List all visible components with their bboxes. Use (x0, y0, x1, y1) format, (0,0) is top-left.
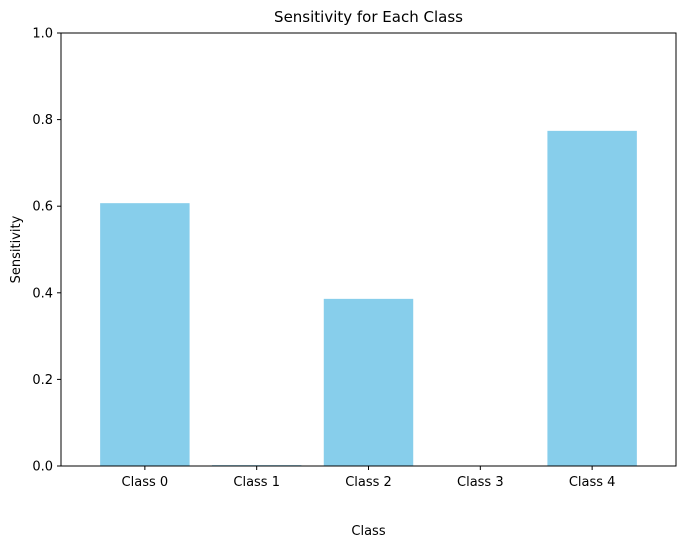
x-tick-label: Class 0 (122, 475, 169, 490)
y-tick-label: 1.0 (32, 27, 53, 42)
x-tick-label: Class 4 (569, 475, 616, 490)
bar-class-2 (323, 298, 414, 466)
x-tick-label: Class 1 (233, 475, 280, 490)
x-tick-label: Class 3 (457, 475, 504, 490)
chart-title: Sensitivity for Each Class (274, 8, 463, 26)
y-tick-label: 0.0 (32, 460, 53, 475)
y-tick-label: 0.4 (32, 286, 53, 301)
plot-area: Class 0 Class 1 Class 2 Class 3 Class 4 0.0 0.… (32, 27, 677, 490)
y-tick-label: 0.8 (32, 113, 53, 128)
y-axis-label: Sensitivity (9, 215, 24, 283)
y-tick-label: 0.2 (32, 373, 53, 388)
x-tick-label: Class 2 (345, 475, 392, 490)
x-axis-label: Class (351, 524, 385, 539)
bar-class-0 (100, 203, 190, 467)
y-tick-label: 0.6 (32, 200, 53, 215)
bar-class-4 (547, 130, 637, 467)
